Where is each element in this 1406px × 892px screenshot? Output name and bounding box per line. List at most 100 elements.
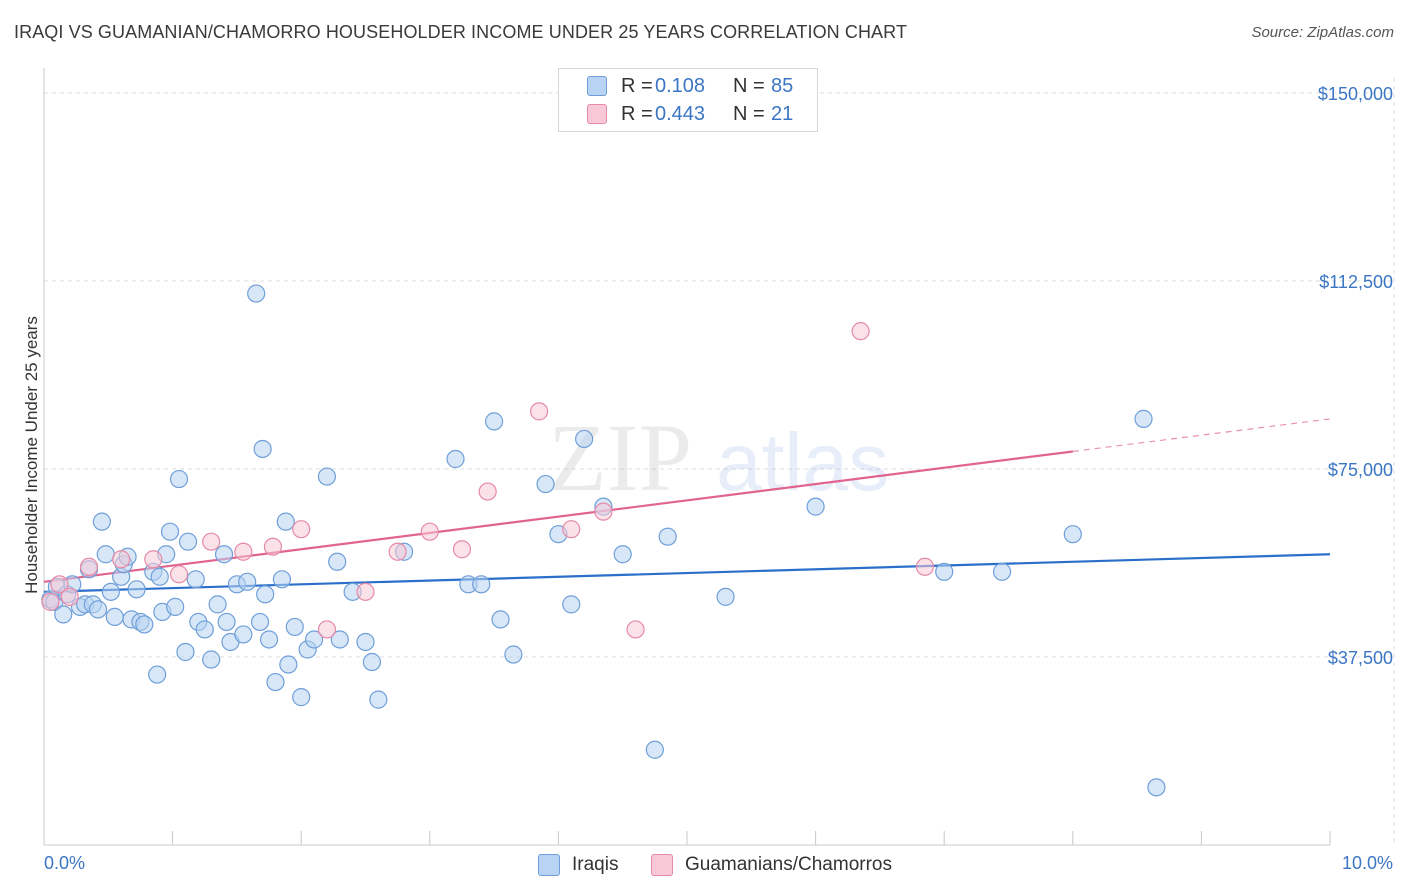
iraqi-point [148, 665, 167, 684]
guamanian-point [317, 620, 337, 639]
iraqi-point [186, 570, 205, 589]
iraqi-point [330, 630, 349, 649]
guamanian-point [626, 620, 645, 639]
guamanian-point [112, 550, 131, 569]
iraqi-point [369, 690, 388, 709]
bottom-legend-label-guamanians: Guamanians/Chamorros [685, 854, 892, 875]
axes [43, 68, 1331, 846]
y-tick-label: $112,500 [1319, 272, 1393, 292]
guamanian-point [144, 550, 163, 569]
legend-row-iraqis: R = 0.108 N = 85 [587, 74, 793, 98]
tick-labels: $37,500 $75,000 $112,500 $150,000 0.0% 10.0% [44, 84, 1393, 873]
guamanian-point [79, 557, 99, 576]
watermark: ZIP atlas [548, 404, 889, 511]
guamanian-point [356, 582, 375, 601]
legend-row-guamanians: R = 0.443 N = 21 [587, 102, 793, 126]
iraqi-point [127, 580, 146, 599]
trend-lines [43, 418, 1331, 593]
chart-title: IRAQI VS GUAMANIAN/CHAMORRO HOUSEHOLDER … [14, 22, 908, 42]
guamanian-point [388, 542, 407, 561]
y-tick-label: $75,000 [1328, 460, 1393, 480]
legend-n-label: N = [733, 102, 765, 125]
guamanian-point [202, 532, 221, 551]
iraqi-point [328, 552, 347, 571]
iraqi-point [279, 655, 298, 674]
legend-r-label: R = [621, 102, 653, 125]
x-tick-label-min: 0.0% [44, 853, 85, 873]
guamanian-point [478, 482, 497, 501]
iraqi-point [276, 512, 295, 531]
source-credit: Source: ZipAtlas.com [1251, 24, 1394, 41]
legend-n-label: N = [733, 74, 765, 97]
bottom-legend-iraqis: Iraqis [538, 852, 618, 878]
iraqi-point [1063, 525, 1082, 544]
iraqi-point [658, 527, 677, 546]
bottom-legend-swatch-guamanians [651, 854, 673, 876]
legend-n-value: 21 [771, 102, 794, 125]
iraqi-point [247, 284, 266, 303]
iraqi-point [317, 467, 337, 486]
guamanian-point [851, 322, 870, 341]
iraqi-point [101, 582, 120, 601]
iraqi-point [169, 469, 189, 489]
iraqi-point [214, 545, 234, 564]
iraqi-point [716, 587, 735, 606]
guamanian-point [915, 557, 935, 576]
iraqi-point [256, 585, 275, 604]
y-tick-label: $37,500 [1328, 648, 1393, 668]
iraqi-point [238, 572, 257, 591]
iraqi-point [178, 532, 198, 551]
iraqi-point [217, 612, 236, 632]
iraqi-point [356, 632, 375, 652]
bottom-legend-guamanians: Guamanians/Chamorros [651, 852, 892, 878]
iraqi-point [485, 412, 504, 431]
legend-r-label: R = [621, 74, 653, 97]
iraqi-point [208, 595, 227, 614]
iraqi-point [135, 615, 154, 634]
iraqi-point [613, 545, 632, 564]
iraqi-point [96, 545, 115, 564]
iraqi-point [160, 522, 180, 541]
iraqi-point [504, 645, 523, 664]
correlation-legend: R = 0.108 N = 85 R = 0.443 N = 21 [558, 68, 818, 132]
iraqi-point [166, 597, 185, 616]
iraqi-trend-line [43, 553, 1331, 593]
guamanian-point [452, 540, 472, 559]
guamanian-point [562, 520, 581, 539]
iraqi-point [150, 567, 169, 586]
iraqi-point [202, 650, 221, 669]
iraqi-point [1147, 778, 1166, 797]
iraqi-point [54, 605, 73, 624]
guamanian-point [594, 502, 613, 521]
iraqi-point [88, 600, 108, 619]
watermark-zip: ZIP [548, 404, 692, 511]
iraqi-point [992, 562, 1012, 581]
guamanian-point [50, 575, 69, 594]
guamanian-point [41, 592, 60, 611]
y-tick-label: $150,000 [1318, 84, 1393, 104]
legend-swatch-guamanians [587, 104, 607, 124]
iraqi-point [253, 439, 272, 459]
iraqi-point [176, 642, 195, 662]
iraqi-point [806, 497, 825, 516]
iraqi-point [105, 607, 124, 627]
legend-r-value: 0.108 [655, 74, 706, 97]
iraqi-point [575, 429, 594, 449]
iraqi-point [266, 672, 285, 692]
guamanian-point [169, 565, 189, 584]
iraqi-point [250, 612, 270, 632]
bottom-legend-label-iraqis: Iraqis [572, 854, 619, 875]
legend-r-value: 0.443 [655, 102, 706, 125]
guamanian-point [263, 537, 283, 556]
iraqi-point [272, 570, 292, 589]
iraqi-point [92, 512, 111, 531]
x-tick-label-max: 10.0% [1342, 853, 1393, 873]
iraqi-point [935, 562, 954, 581]
guamanian-point [60, 587, 79, 606]
iraqi-point [472, 575, 491, 594]
legend-swatch-iraqis [587, 76, 607, 96]
legend-n-value: 85 [771, 74, 794, 97]
iraqi-point [491, 610, 510, 629]
iraqi-point [259, 630, 279, 649]
iraqi-point [536, 474, 555, 494]
